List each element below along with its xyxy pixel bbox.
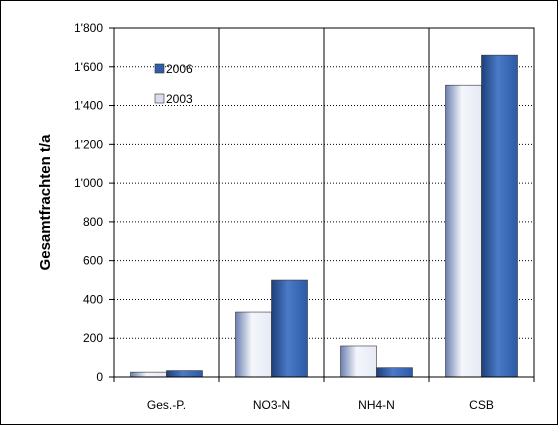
- bar-2003-CSB: [445, 84, 482, 378]
- y-tick-label: 1'600: [74, 60, 103, 74]
- legend: 2006 2003: [154, 62, 193, 106]
- bar-2006-NO3-N: [271, 279, 308, 378]
- bar-2003-NH4-N: [340, 345, 377, 378]
- bar-2006-Ges.-P.: [166, 370, 203, 378]
- y-tick-label: 200: [83, 331, 103, 345]
- y-tick-label: 400: [83, 292, 103, 306]
- axes: 0 200 400 600 800 1'000 1'200 1'400 1'600 1'800 Ge…: [74, 21, 535, 412]
- legend-swatch-2003: [154, 93, 165, 104]
- x-tick-label: CSB: [469, 398, 494, 412]
- y-tick-label: 600: [83, 254, 103, 268]
- y-axis-title: Gesamtfrachten t/a: [37, 134, 54, 271]
- legend-label-2006: 2006: [166, 62, 193, 76]
- y-tick-label: 1'000: [74, 176, 103, 190]
- legend-label-2003: 2003: [166, 92, 193, 106]
- y-tick-label: 800: [83, 215, 103, 229]
- x-tick-label: NH4-N: [358, 398, 395, 412]
- y-tick-label: 1'800: [74, 21, 103, 35]
- bar-2003-NO3-N: [235, 311, 272, 378]
- bar-2006-CSB: [481, 54, 518, 378]
- x-tick-label: Ges.-P.: [147, 398, 186, 412]
- x-tick-label: NO3-N: [253, 398, 290, 412]
- y-tick-label: 0: [96, 370, 103, 384]
- legend-swatch-2006: [154, 63, 165, 74]
- bar-2003-Ges.-P.: [130, 371, 167, 378]
- y-tick-label: 1'200: [74, 137, 103, 151]
- bar-2006-NH4-N: [376, 367, 413, 378]
- y-tick-label: 1'400: [74, 99, 103, 113]
- bars: [130, 54, 518, 378]
